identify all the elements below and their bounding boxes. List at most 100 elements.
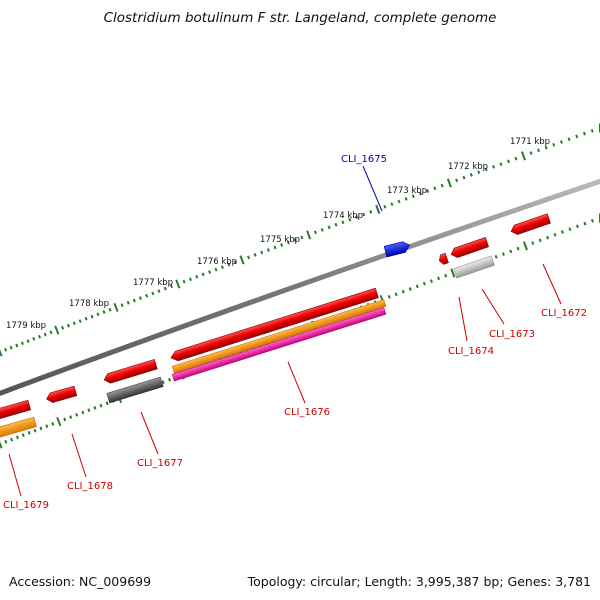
feature-CLI_1676[interactable] <box>169 287 379 362</box>
scale-tick <box>145 293 149 298</box>
feature-CLI_1677[interactable] <box>103 358 158 384</box>
scale-tick <box>575 224 579 229</box>
scale-tick <box>201 272 205 277</box>
scale-tick <box>522 241 528 251</box>
feature-CLI_1676-rna[interactable] <box>171 299 387 374</box>
scale-tick <box>341 220 345 225</box>
scale-tick <box>105 401 109 406</box>
scale-tick <box>404 197 408 201</box>
scale-tick <box>20 341 24 346</box>
scale-tick <box>75 412 79 417</box>
scale-tick <box>506 159 510 164</box>
gene-label-CLI_1676[interactable]: CLI_1676 <box>284 407 330 418</box>
scale-tick <box>214 267 218 272</box>
scale-label-1772: 1772 kbp <box>448 162 488 172</box>
scale-tick <box>553 232 557 237</box>
scale-tick <box>568 227 572 232</box>
scale-tick <box>78 319 82 323</box>
accession-text: Accession: NC_009699 <box>9 574 152 589</box>
leader-CLI_1679 <box>8 453 22 497</box>
scale-tick <box>63 417 67 422</box>
scale-tick <box>286 240 290 245</box>
scale-tick <box>415 284 419 289</box>
scale-tick <box>227 262 231 267</box>
leader-CLI_1677 <box>140 411 159 455</box>
scale-tick <box>546 235 550 240</box>
feature-CLI_1674[interactable] <box>438 252 449 265</box>
scale-tick <box>575 134 579 139</box>
gene-label-CLI_1674[interactable]: CLI_1674 <box>448 346 494 357</box>
scale-tick <box>157 289 161 293</box>
gene-label-CLI_1679[interactable]: CLI_1679 <box>3 500 49 511</box>
feature-CLI_1675[interactable] <box>383 240 411 258</box>
scale-label-1775: 1775 kbp <box>260 235 300 245</box>
scale-tick <box>208 270 212 274</box>
scale-tick <box>426 189 430 193</box>
gene-label-CLI_1677[interactable]: CLI_1677 <box>137 458 183 469</box>
scale-tick <box>560 230 564 234</box>
gene-label-CLI_1672[interactable]: CLI_1672 <box>541 308 587 319</box>
scale-tick <box>494 254 498 259</box>
scale-tick <box>84 316 88 321</box>
scale-tick <box>99 403 103 408</box>
scale-tick <box>161 380 165 384</box>
feature-CLI_1678[interactable] <box>45 385 78 404</box>
scale-label-1773: 1773 kbp <box>387 186 427 196</box>
scale-label-1777: 1777 kbp <box>133 278 173 288</box>
scale-tick <box>433 186 437 191</box>
scale-tick <box>446 178 452 188</box>
scale-tick <box>27 431 31 435</box>
scale-tick <box>582 131 586 136</box>
scale-tick <box>422 281 426 286</box>
scale-tick <box>355 215 359 219</box>
scale-tick <box>559 140 563 144</box>
scale-tick <box>113 302 119 312</box>
scale-tick <box>4 347 8 352</box>
scale-tick <box>501 252 505 256</box>
scale-tick <box>9 345 13 350</box>
scale-tick <box>32 337 36 341</box>
scale-tick <box>408 287 412 291</box>
scale-tick <box>132 298 136 303</box>
scale-tick <box>440 183 444 188</box>
feature-CLI_1677-gene[interactable] <box>106 376 164 404</box>
scale-tick <box>477 170 481 175</box>
scale-tick <box>450 268 456 278</box>
scale-tick <box>66 323 70 328</box>
feature-CLI_1672[interactable] <box>509 213 551 236</box>
feature-CLI_1673[interactable] <box>449 237 490 259</box>
scale-tick <box>37 334 42 339</box>
scale-tick <box>567 137 571 142</box>
feature-CLI_1679[interactable] <box>0 399 32 421</box>
scale-tick <box>21 433 25 437</box>
scale-tick <box>411 194 415 199</box>
scale-tick <box>538 238 542 243</box>
leader-lines <box>8 165 562 497</box>
scale-tick <box>126 300 130 305</box>
scale-tick <box>4 439 8 444</box>
scale-tick <box>529 151 533 155</box>
scale-tick <box>544 145 548 150</box>
scale-tick <box>437 276 441 281</box>
scale-tick <box>394 292 398 297</box>
gene-label-CLI_1678[interactable]: CLI_1678 <box>67 481 113 492</box>
scale-tick <box>175 279 181 289</box>
scale-tick <box>260 250 264 255</box>
scale-tick <box>163 286 167 291</box>
feature-CLI_1673-gene[interactable] <box>453 255 495 279</box>
scale-tick <box>72 321 76 326</box>
leader-CLI_1675 <box>362 165 383 212</box>
scale-tick <box>552 142 556 147</box>
feature-CLI_1676-misc[interactable] <box>171 307 387 382</box>
feature-CLI_1679-rna[interactable] <box>0 416 37 440</box>
scale-label-1776: 1776 kbp <box>197 257 237 267</box>
scale-tick <box>15 435 19 440</box>
scale-tick <box>387 295 391 299</box>
gene-label-CLI_1675[interactable]: CLI_1675 <box>341 154 387 165</box>
scale-tick <box>108 307 112 312</box>
gene-label-CLI_1673[interactable]: CLI_1673 <box>489 329 535 340</box>
scale-tick <box>26 339 30 343</box>
scale-tick <box>348 217 352 222</box>
scale-tick <box>300 235 304 240</box>
